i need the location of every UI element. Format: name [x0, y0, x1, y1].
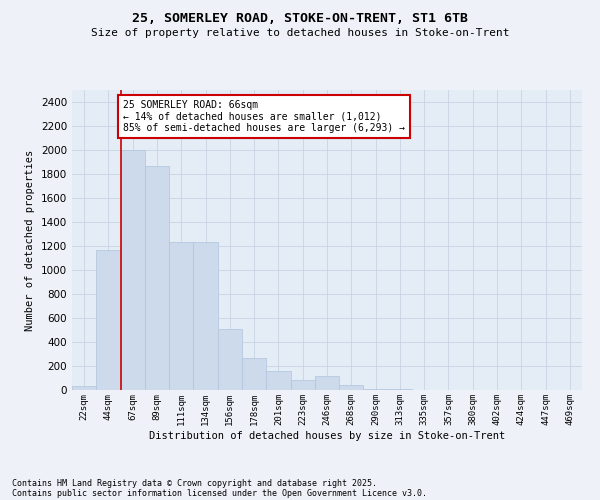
Bar — [218, 329, 242, 390]
Y-axis label: Number of detached properties: Number of detached properties — [25, 150, 35, 330]
Bar — [72, 386, 96, 390]
X-axis label: Distribution of detached houses by size in Stoke-on-Trent: Distribution of detached houses by size … — [149, 430, 505, 440]
Text: Contains HM Land Registry data © Crown copyright and database right 2025.: Contains HM Land Registry data © Crown c… — [12, 478, 377, 488]
Bar — [339, 384, 364, 390]
Bar — [364, 389, 388, 390]
Bar — [266, 372, 290, 390]
Bar — [290, 380, 315, 390]
Text: 25 SOMERLEY ROAD: 66sqm
← 14% of detached houses are smaller (1,012)
85% of semi: 25 SOMERLEY ROAD: 66sqm ← 14% of detache… — [123, 100, 405, 133]
Text: Contains public sector information licensed under the Open Government Licence v3: Contains public sector information licen… — [12, 488, 427, 498]
Bar — [315, 376, 339, 390]
Bar — [193, 242, 218, 390]
Bar — [145, 166, 169, 390]
Bar — [242, 358, 266, 390]
Bar — [169, 242, 193, 390]
Text: 25, SOMERLEY ROAD, STOKE-ON-TRENT, ST1 6TB: 25, SOMERLEY ROAD, STOKE-ON-TRENT, ST1 6… — [132, 12, 468, 26]
Bar — [121, 150, 145, 390]
Bar — [96, 250, 121, 390]
Text: Size of property relative to detached houses in Stoke-on-Trent: Size of property relative to detached ho… — [91, 28, 509, 38]
